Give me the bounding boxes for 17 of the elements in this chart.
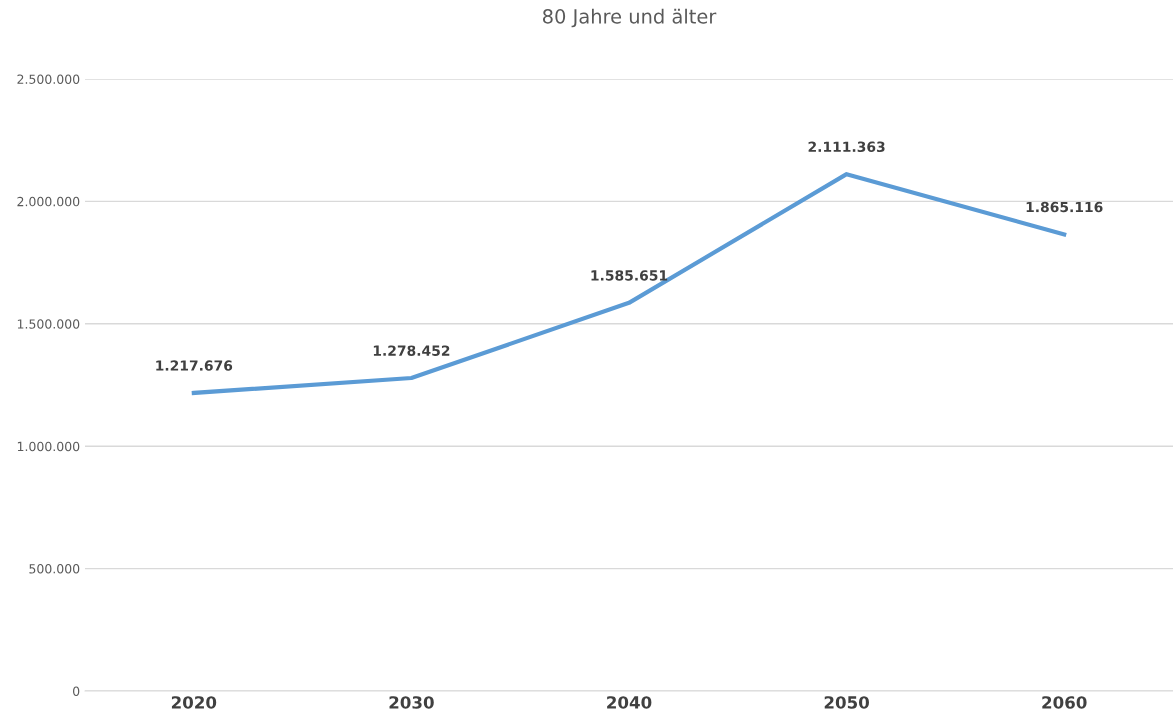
x-tick-label: 2040 — [607, 696, 652, 709]
data-label: 1.865.116 — [1026, 201, 1103, 213]
y-tick-label: 1.000.000 — [17, 441, 80, 452]
chart-title: 80 Jahre und älter — [542, 8, 717, 28]
y-tick-label: 2.500.000 — [17, 74, 80, 84]
data-label: 1.278.452 — [373, 345, 450, 356]
x-tick-label: 2050 — [824, 696, 869, 709]
x-tick-label: 2030 — [389, 696, 434, 709]
data-label: 1.217.676 — [156, 360, 233, 371]
y-tick-label: 1.500.000 — [17, 319, 80, 329]
data-label: 2.111.363 — [808, 141, 885, 152]
y-tick-label: 0 — [73, 686, 80, 696]
y-tick-label: 500.000 — [29, 564, 80, 574]
y-tick-label: 2.000.000 — [17, 196, 80, 207]
x-tick-label: 2020 — [171, 696, 217, 709]
data-label: 1.585.651 — [591, 270, 668, 281]
x-tick-label: 2060 — [1042, 696, 1087, 709]
